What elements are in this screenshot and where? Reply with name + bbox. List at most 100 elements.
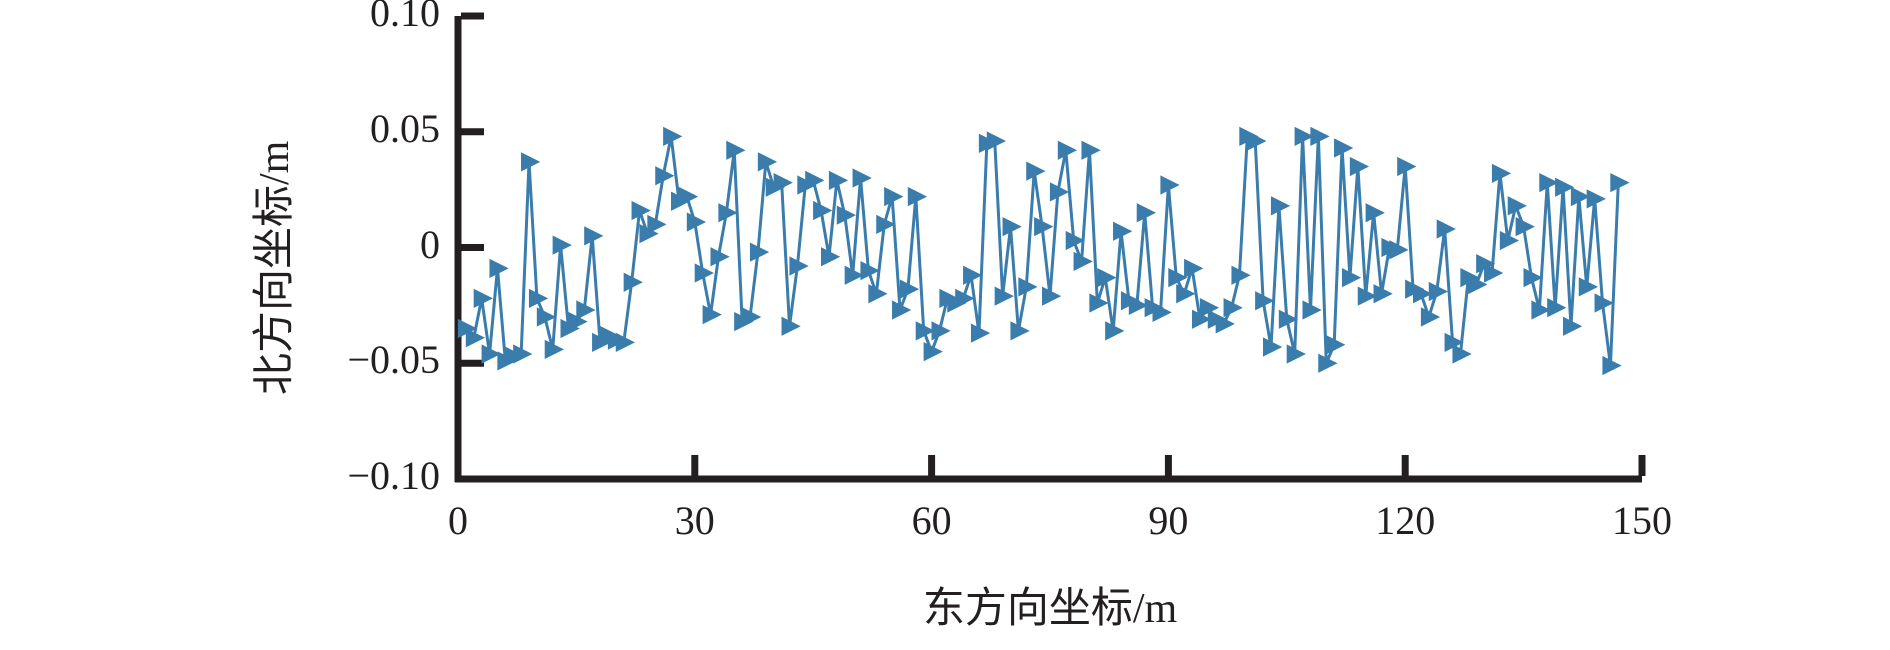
data-point-marker: [907, 186, 928, 207]
data-point-marker: [1018, 277, 1038, 297]
data-point-marker: [1128, 295, 1149, 315]
data-point-marker: [1026, 161, 1046, 181]
data-point-marker: [623, 272, 643, 292]
data-point-marker: [1334, 138, 1354, 158]
data-point-marker: [1255, 291, 1275, 311]
x-tick-label: 60: [911, 498, 952, 543]
data-point-marker: [1531, 300, 1551, 320]
data-point-marker: [899, 279, 920, 299]
data-point-marker: [528, 288, 549, 309]
data-point-marker: [655, 166, 675, 186]
data-point-marker: [1310, 126, 1330, 146]
data-point-marker: [955, 288, 975, 309]
data-point-marker: [1578, 277, 1598, 297]
data-point-marker: [1270, 196, 1291, 216]
data-point-marker: [513, 344, 533, 364]
data-point-marker: [544, 339, 564, 359]
data-point-marker: [489, 258, 509, 278]
data-point-marker: [1247, 131, 1267, 151]
data-point-marker: [852, 168, 872, 188]
data-point-marker: [1389, 240, 1409, 260]
data-point-marker: [1168, 267, 1188, 288]
data-point-marker: [1152, 302, 1172, 322]
data-point-marker: [1452, 344, 1472, 364]
data-point-marker: [1263, 337, 1283, 357]
data-point-marker: [749, 242, 770, 262]
data-point-marker: [1176, 284, 1196, 304]
x-tick-label: 0: [448, 498, 468, 543]
data-point-marker: [836, 205, 857, 225]
data-point-marker: [702, 305, 722, 325]
x-axis-ticks: [691, 455, 1646, 476]
y-tick-label: 0.10: [370, 0, 440, 35]
x-tick-label: 120: [1375, 498, 1436, 543]
data-point-marker: [1318, 353, 1338, 373]
data-point-marker: [710, 247, 730, 267]
data-point-marker: [1065, 230, 1085, 251]
data-point-marker: [931, 321, 951, 341]
data-point-marker: [1555, 177, 1575, 197]
data-point-marker: [1089, 293, 1109, 313]
data-point-marker: [1515, 217, 1535, 237]
data-point-marker: [584, 226, 604, 246]
data-point-marker: [892, 300, 912, 320]
y-tick-label: 0: [420, 221, 440, 267]
data-point-marker: [828, 170, 849, 190]
data-point-marker: [1034, 217, 1054, 237]
data-point-marker: [915, 321, 935, 341]
data-point-marker: [521, 152, 541, 172]
data-point-marker: [615, 332, 635, 353]
data-point-marker: [1428, 281, 1449, 302]
y-axis-title: 北方向坐标/m: [252, 140, 298, 395]
data-point-marker: [718, 203, 738, 223]
data-point-marker: [1594, 293, 1614, 313]
data-point-marker: [1586, 189, 1606, 209]
data-point-marker: [820, 247, 841, 267]
data-point-marker: [536, 307, 557, 327]
data-point-marker: [860, 261, 880, 281]
data-point-marker: [994, 286, 1014, 306]
data-point-marker: [1420, 307, 1441, 327]
data-point-marker: [868, 284, 888, 304]
data-point-marker: [963, 265, 983, 285]
data-point-marker: [1097, 267, 1117, 288]
y-tick-label: −0.05: [347, 337, 440, 383]
data-point-marker: [678, 186, 699, 207]
data-point-marker: [686, 212, 707, 232]
data-point-marker: [1341, 267, 1362, 288]
data-point-marker: [1547, 298, 1567, 318]
data-point-marker: [844, 265, 864, 285]
data-point-marker: [647, 214, 667, 234]
data-point-marker: [1373, 284, 1393, 304]
data-point-marker: [1357, 286, 1377, 306]
data-point-marker: [1302, 300, 1322, 320]
data-point-marker: [1539, 173, 1559, 193]
axis-lines: [454, 16, 1642, 483]
data-point-marker: [1057, 140, 1078, 160]
data-point-marker: [663, 126, 683, 146]
data-point-marker: [1286, 344, 1306, 364]
data-point-marker: [1468, 274, 1488, 295]
data-point-marker: [1562, 316, 1583, 336]
data-point-marker: [726, 140, 746, 160]
data-point-marker: [1002, 217, 1022, 237]
data-point-marker: [1436, 219, 1456, 239]
data-point-marker: [773, 173, 793, 193]
data-point-marker: [1136, 203, 1156, 223]
data-point-marker: [1010, 321, 1030, 341]
data-point-marker: [805, 170, 825, 190]
data-point-marker: [1570, 186, 1591, 207]
data-point-marker: [481, 344, 501, 364]
data-point-marker: [1397, 156, 1417, 177]
data-point-marker: [757, 152, 778, 172]
data-point-marker: [781, 316, 801, 336]
data-point-marker: [1523, 267, 1543, 288]
data-point-marker: [1412, 284, 1433, 304]
data-point-marker: [1223, 298, 1243, 318]
data-point-marker: [1365, 203, 1385, 223]
data-point-marker: [576, 300, 596, 320]
data-point-marker: [1278, 309, 1299, 329]
data-point-marker: [1081, 140, 1101, 160]
data-point-marker: [813, 200, 833, 221]
